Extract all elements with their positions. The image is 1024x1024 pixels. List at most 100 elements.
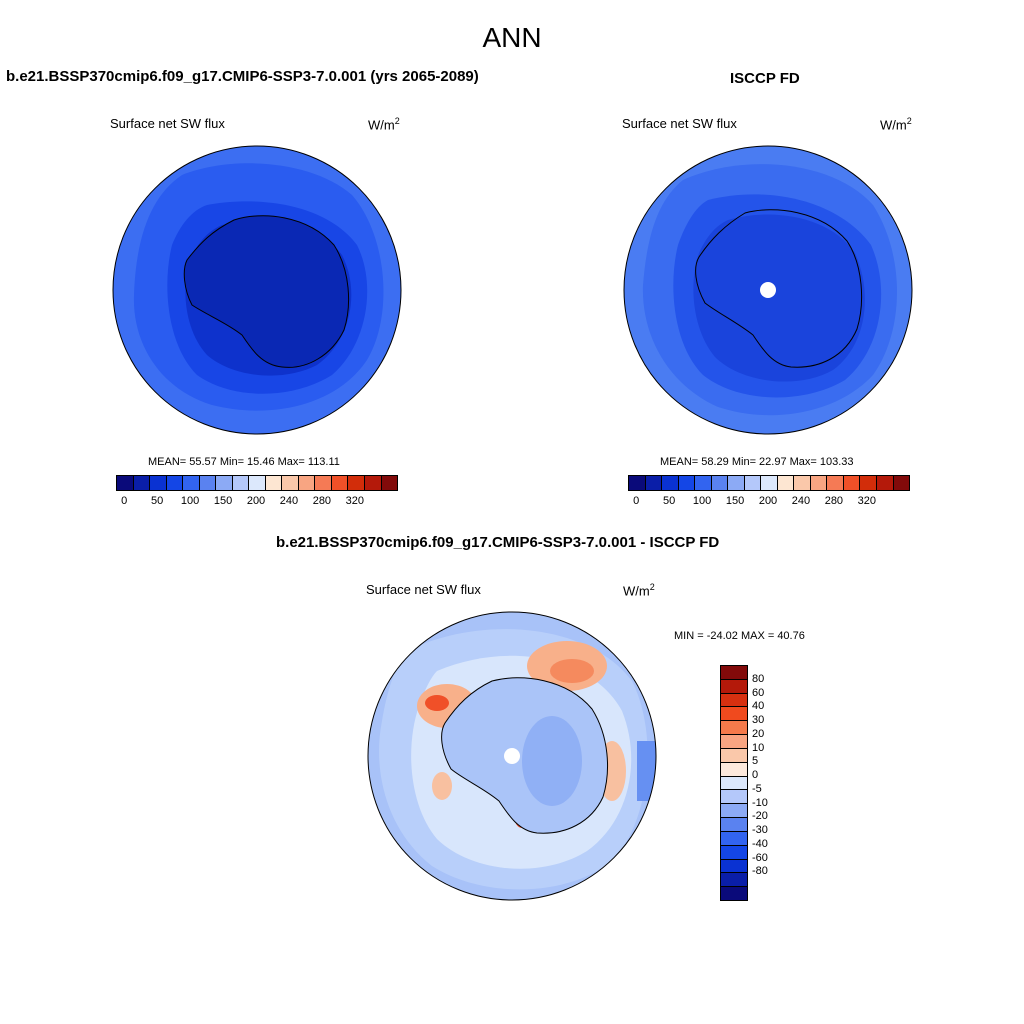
- colorbar-swatch: [381, 476, 398, 490]
- colorbar-swatch: [721, 776, 747, 791]
- colorbar-tick-label: -80: [752, 865, 768, 878]
- colorbar-swatch: [232, 476, 250, 490]
- colorbar-tick-label: 240: [279, 495, 299, 507]
- colorbar-swatch: [827, 476, 844, 490]
- colorbar-swatch: [843, 476, 861, 490]
- colorbar-tick-label: 5: [752, 755, 759, 768]
- colorbar-swatch: [721, 845, 747, 860]
- colorbar-swatch: [183, 476, 200, 490]
- colorbar-swatch: [629, 476, 646, 490]
- colorbar-swatch: [721, 859, 747, 874]
- diff-polar-map: [367, 611, 657, 901]
- colorbar-swatch: [721, 679, 747, 694]
- colorbar-swatch: [721, 762, 747, 777]
- colorbar-swatch: [721, 735, 747, 749]
- colorbar-tick-label: 100: [692, 495, 712, 507]
- colorbar-swatch: [662, 476, 679, 490]
- right-polar-map: [623, 145, 913, 435]
- colorbar-swatch: [810, 476, 828, 490]
- left-variable-label: Surface net SW flux: [110, 116, 225, 131]
- left-colorbar: [116, 475, 398, 491]
- colorbar-tick-label: 50: [151, 495, 164, 507]
- colorbar-swatch: [777, 476, 795, 490]
- colorbar-tick-label: 30: [752, 714, 765, 727]
- colorbar-tick-label: 240: [791, 495, 811, 507]
- colorbar-swatch: [166, 476, 184, 490]
- colorbar-swatch: [711, 476, 729, 490]
- colorbar-swatch: [876, 476, 894, 490]
- diff-colorbar: [720, 665, 748, 901]
- colorbar-swatch: [761, 476, 778, 490]
- colorbar-tick-label: 10: [752, 741, 765, 754]
- colorbar-swatch: [282, 476, 299, 490]
- colorbar-swatch: [216, 476, 233, 490]
- colorbar-swatch: [721, 887, 747, 901]
- colorbar-swatch: [860, 476, 877, 490]
- colorbar-tick-label: 0: [752, 769, 759, 782]
- colorbar-tick-label: 320: [345, 495, 364, 507]
- right-stats: MEAN= 58.29 Min= 22.97 Max= 103.33: [660, 456, 854, 468]
- colorbar-swatch: [249, 476, 266, 490]
- left-stats: MEAN= 55.57 Min= 15.46 Max= 113.11: [148, 456, 340, 468]
- right-colorbar: [628, 475, 910, 491]
- colorbar-tick-label: 200: [246, 495, 266, 507]
- figure-title: ANN: [482, 22, 542, 53]
- left-polar-map: [112, 145, 402, 435]
- colorbar-swatch: [348, 476, 365, 490]
- diff-variable-label: Surface net SW flux: [366, 582, 481, 597]
- colorbar-tick-label: 280: [312, 495, 332, 507]
- colorbar-tick-label: -20: [752, 810, 768, 823]
- colorbar-tick-label: -30: [752, 824, 768, 837]
- colorbar-swatch: [728, 476, 745, 490]
- colorbar-swatch: [331, 476, 349, 490]
- colorbar-tick-label: -10: [752, 796, 768, 809]
- colorbar-tick-label: 0: [121, 495, 128, 507]
- colorbar-swatch: [695, 476, 712, 490]
- colorbar-swatch: [315, 476, 332, 490]
- colorbar-swatch: [721, 707, 747, 722]
- colorbar-swatch: [199, 476, 217, 490]
- colorbar-tick-label: 280: [824, 495, 844, 507]
- left-units-label: W/m2: [368, 116, 400, 133]
- colorbar-tick-label: 150: [213, 495, 233, 507]
- colorbar-swatch: [721, 666, 747, 680]
- colorbar-tick-label: 60: [752, 686, 765, 699]
- colorbar-tick-label: 20: [752, 727, 765, 740]
- colorbar-swatch: [721, 693, 747, 708]
- colorbar-tick-label: 50: [663, 495, 676, 507]
- right-units-label: W/m2: [880, 116, 912, 133]
- colorbar-swatch: [364, 476, 382, 490]
- colorbar-tick-label: 40: [752, 700, 765, 713]
- right-variable-label: Surface net SW flux: [622, 116, 737, 131]
- diff-stats: MIN = -24.02 MAX = 40.76: [674, 630, 805, 642]
- colorbar-swatch: [117, 476, 134, 490]
- colorbar-tick-label: -40: [752, 837, 768, 850]
- colorbar-tick-label: 0: [633, 495, 640, 507]
- colorbar-swatch: [893, 476, 910, 490]
- colorbar-swatch: [721, 818, 747, 832]
- colorbar-swatch: [721, 804, 747, 819]
- diff-units-label: W/m2: [623, 582, 655, 599]
- colorbar-swatch: [721, 790, 747, 805]
- colorbar-swatch: [133, 476, 151, 490]
- colorbar-tick-label: 100: [180, 495, 200, 507]
- colorbar-tick-label: -5: [752, 782, 762, 795]
- colorbar-swatch: [298, 476, 316, 490]
- colorbar-tick-label: 320: [857, 495, 876, 507]
- left-panel-title: b.e21.BSSP370cmip6.f09_g17.CMIP6-SSP3-7.…: [6, 68, 479, 85]
- colorbar-tick-label: 80: [752, 672, 765, 685]
- colorbar-swatch: [721, 831, 747, 846]
- diff-panel-title: b.e21.BSSP370cmip6.f09_g17.CMIP6-SSP3-7.…: [276, 534, 720, 551]
- colorbar-swatch: [744, 476, 762, 490]
- colorbar-swatch: [721, 873, 747, 888]
- colorbar-swatch: [794, 476, 811, 490]
- colorbar-swatch: [150, 476, 167, 490]
- colorbar-tick-label: 150: [725, 495, 745, 507]
- right-panel-title: ISCCP FD: [730, 70, 800, 87]
- colorbar-swatch: [721, 748, 747, 763]
- colorbar-swatch: [645, 476, 663, 490]
- colorbar-swatch: [721, 721, 747, 736]
- colorbar-tick-label: 200: [758, 495, 778, 507]
- colorbar-swatch: [678, 476, 696, 490]
- colorbar-swatch: [265, 476, 283, 490]
